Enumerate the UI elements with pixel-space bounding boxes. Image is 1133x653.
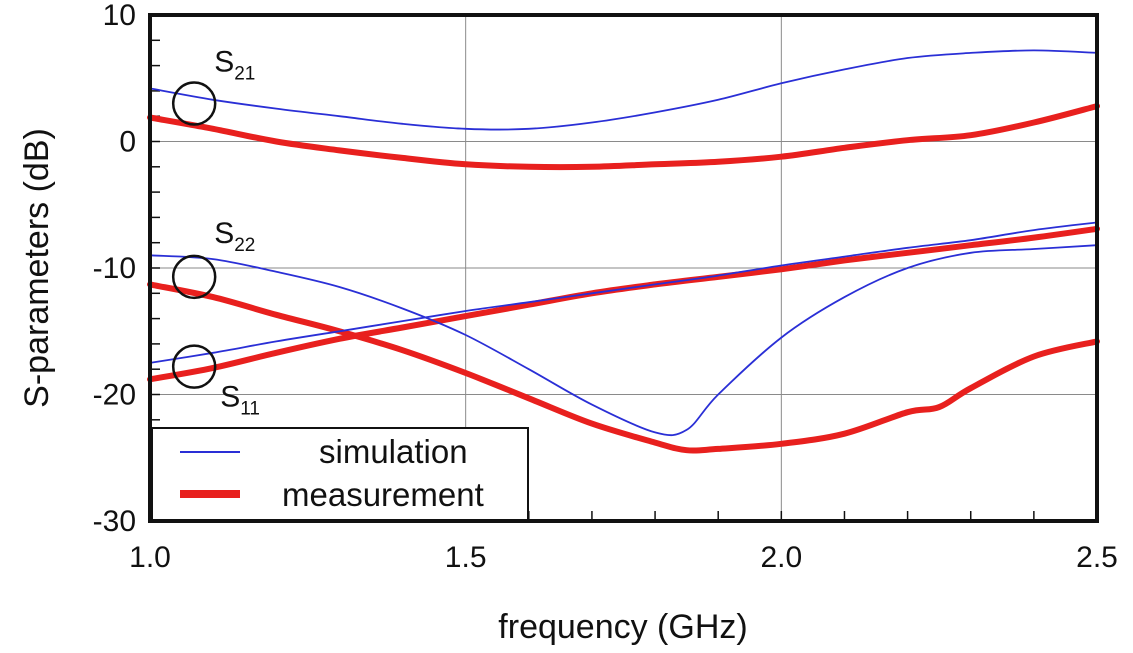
- annotation-circle-s22: [171, 254, 217, 300]
- series-s21-simulation: [149, 49, 1098, 131]
- series-s21-measurement: [147, 103, 1100, 171]
- x-tick-label-0: 1.0: [129, 541, 171, 574]
- annotation-subscript: 22: [234, 235, 255, 256]
- x-tick-label-1: 1.5: [445, 541, 487, 574]
- curves: [147, 49, 1100, 454]
- y-axis-title: S-parameters (dB): [18, 128, 56, 408]
- annotation-label-s21: S21: [214, 46, 255, 85]
- x-tick-label-2: 2.0: [760, 541, 802, 574]
- series-s11-simulation: [149, 221, 1098, 364]
- legend: simulation measurement: [151, 427, 529, 521]
- annotation-label-s11: S11: [220, 381, 260, 420]
- annotation-subscript: 11: [240, 399, 260, 420]
- y-tick-labels: 10 0 -10 -20 -30: [93, 0, 136, 538]
- x-axis-title: frequency (GHz): [498, 608, 747, 646]
- annotation-subscript: 21: [234, 64, 255, 85]
- annotation-circle-s11: [171, 344, 217, 389]
- series-s11-measurement: [147, 225, 1100, 383]
- legend-label-measurement: measurement: [282, 476, 484, 513]
- x-tick-label-3: 2.5: [1076, 541, 1118, 574]
- y-tick-label-1: 0: [119, 126, 136, 159]
- y-tick-label-3: -20: [93, 379, 136, 412]
- y-tick-label-0: 10: [103, 0, 136, 32]
- plot-frame: [148, 13, 1099, 523]
- annotation-label-s22: S22: [214, 217, 255, 256]
- y-tick-label-4: -30: [93, 505, 136, 538]
- curve-annotations: S21 S22 S11: [171, 46, 260, 420]
- legend-label-simulation: simulation: [319, 433, 468, 470]
- y-tick-label-2: -10: [93, 252, 136, 285]
- series-s22-simulation: [149, 244, 1098, 437]
- legend-box: [151, 427, 529, 521]
- x-tick-labels: 1.0 1.5 2.0 2.5: [129, 541, 1118, 574]
- annotation-circle-s21: [171, 81, 217, 126]
- series-s22-measurement: [147, 281, 1100, 454]
